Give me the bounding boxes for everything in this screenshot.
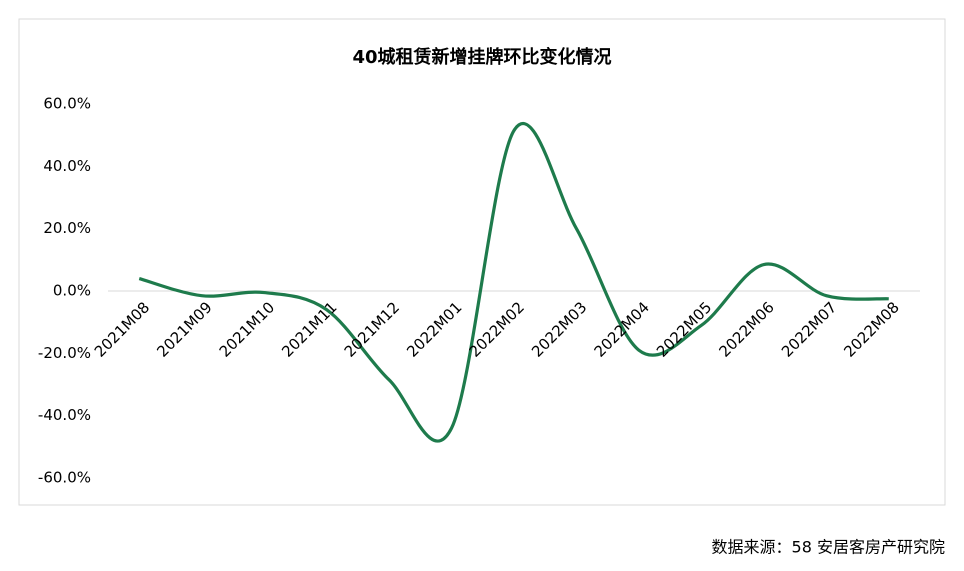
y-tick-label: 60.0% [43, 95, 91, 113]
y-tick-label: 0.0% [53, 282, 91, 300]
y-tick-label: -40.0% [38, 406, 91, 424]
chart-title: 40城租赁新增挂牌环比变化情况 [352, 46, 611, 68]
y-tick-label: 40.0% [43, 157, 91, 175]
y-tick-label: -60.0% [38, 469, 91, 487]
y-tick-label: 20.0% [43, 219, 91, 237]
source-note: 数据来源：58 安居客房产研究院 [712, 538, 945, 557]
y-tick-label: -20.0% [38, 344, 91, 362]
data-line [138, 121, 889, 443]
chart-frame [18, 18, 946, 506]
